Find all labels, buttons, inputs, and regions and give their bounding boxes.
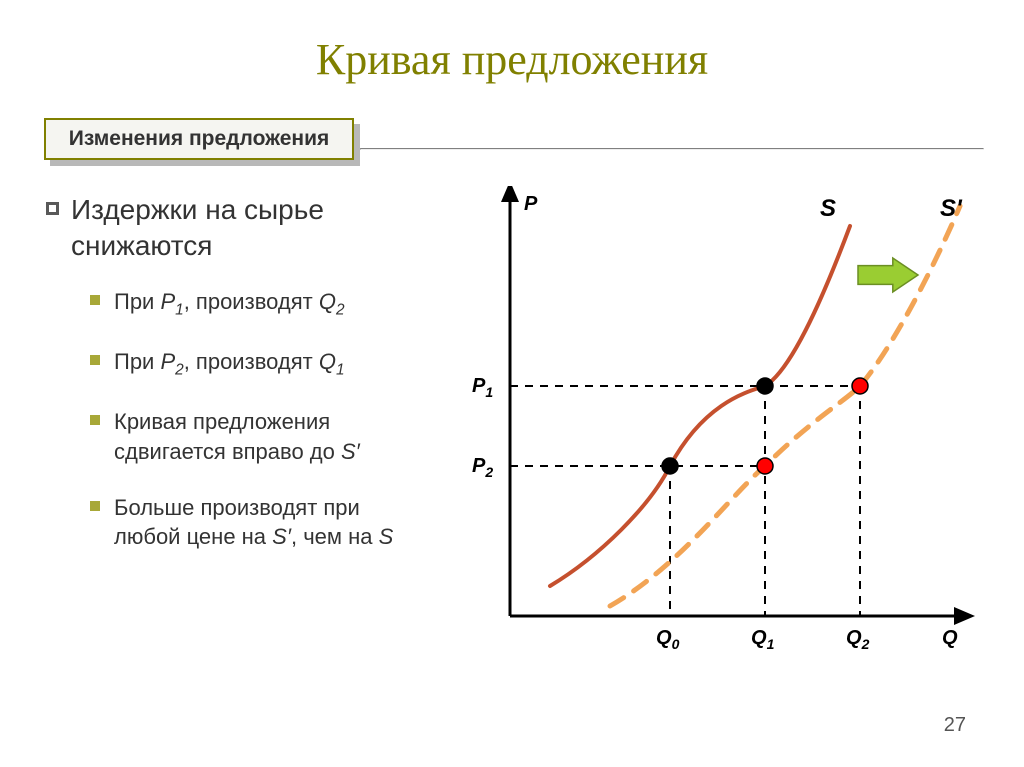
svg-text:Q1: Q1 (751, 627, 775, 652)
bullet-icon (90, 501, 100, 511)
slide-title: Кривая предложения (0, 34, 1024, 85)
bullet-icon (90, 295, 100, 305)
supply-curve-chart: P Q S S' P1 P2 Q0 Q1 Q2 (450, 186, 990, 666)
sub-bullet: При P2, производят Q1 (90, 347, 416, 381)
sub-bullet-list: При P1, производят Q2 При P2, производят… (90, 287, 416, 552)
bullet-list: Издержки на сырье снижаются При P1, прои… (46, 192, 416, 578)
sub-bullet-text: При P2, производят Q1 (114, 347, 345, 381)
main-bullet: Издержки на сырье снижаются (46, 192, 416, 265)
bullet-icon (90, 355, 100, 365)
subtitle-box: Изменения предложения (44, 118, 354, 160)
sub-bullet-text: При P1, производят Q2 (114, 287, 345, 321)
bullet-icon (90, 415, 100, 425)
svg-text:P: P (524, 193, 538, 215)
svg-text:Q2: Q2 (846, 627, 870, 652)
main-bullet-text: Издержки на сырье снижаются (71, 192, 416, 265)
sub-bullet-text: Больше производят при любой цене на S′, … (114, 493, 416, 552)
svg-text:S': S' (940, 195, 963, 222)
sub-bullet: Кривая предложения сдвигается вправо до … (90, 407, 416, 466)
svg-text:P1: P1 (472, 375, 493, 400)
sub-bullet-text: Кривая предложения сдвигается вправо до … (114, 407, 416, 466)
bullet-icon (46, 202, 59, 215)
sub-bullet: При P1, производят Q2 (90, 287, 416, 321)
chart-svg: P Q S S' P1 P2 Q0 Q1 Q2 (450, 186, 990, 666)
svg-text:Q: Q (942, 627, 958, 649)
page-number: 27 (944, 714, 966, 737)
divider (360, 148, 984, 150)
slide: { "colors": { "title": "#808000", "subti… (0, 0, 1024, 767)
svg-text:S: S (820, 195, 836, 222)
svg-text:P2: P2 (472, 455, 493, 480)
subtitle: Изменения предложения (44, 118, 354, 160)
svg-text:Q0: Q0 (656, 627, 680, 652)
sub-bullet: Больше производят при любой цене на S′, … (90, 493, 416, 552)
